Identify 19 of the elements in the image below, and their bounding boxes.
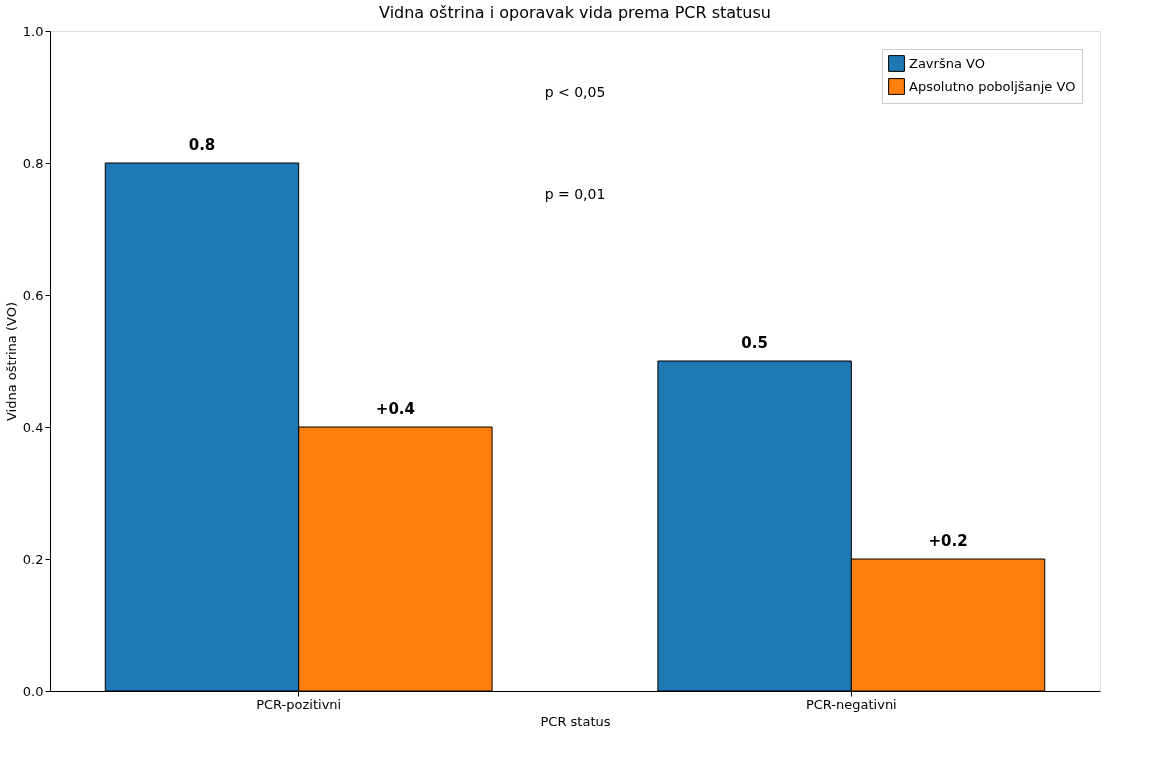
annotation: p = 0,01 [544, 186, 606, 202]
y-tick-label: 0.8 [22, 155, 44, 171]
x-axis-title: PCR status [540, 713, 611, 729]
y-tick-label: 0.2 [22, 551, 44, 567]
annotation: p < 0,05 [544, 84, 606, 100]
x-tick-label: PCR-pozitivni [256, 696, 342, 712]
x-tick-label: PCR-negativni [805, 696, 897, 712]
data-label: +0.4 [375, 400, 415, 418]
y-tick-label: 0.6 [22, 287, 44, 303]
data-label: 0.8 [188, 136, 216, 154]
y-tick-label: 1.0 [22, 23, 44, 39]
data-label: 0.5 [741, 334, 768, 352]
y-tick-label: 0.4 [22, 419, 44, 435]
y-axis-title: Vidna oštrina (VO) [3, 302, 19, 421]
legend-label: Završna VO [909, 55, 985, 71]
y-tick-label: 0.0 [22, 683, 44, 699]
legend-label: Apsolutno poboljšanje VO [909, 78, 1076, 94]
data-label: +0.2 [928, 532, 968, 550]
chart-title: Vidna oštrina i oporavak vida prema PCR statusu [379, 3, 771, 22]
